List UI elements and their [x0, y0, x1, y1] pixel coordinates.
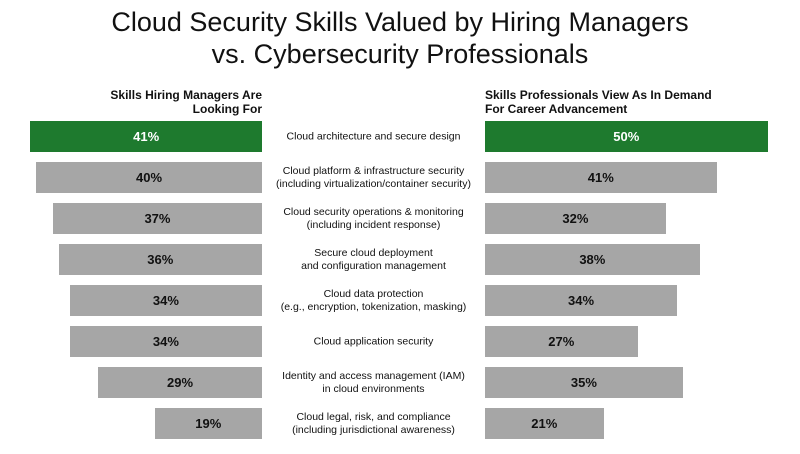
category-label: Cloud platform & infrastructure security…	[276, 164, 471, 190]
data-label: 34%	[152, 334, 179, 349]
data-label: 35%	[570, 375, 597, 390]
category-label: Secure cloud deployment and configuratio…	[301, 246, 446, 272]
bar	[485, 162, 717, 193]
data-label: 29%	[167, 375, 194, 390]
bar	[52, 203, 262, 234]
bar	[485, 367, 683, 398]
data-label: 41%	[587, 170, 614, 185]
bar	[485, 408, 604, 439]
bar	[36, 162, 262, 193]
bar	[58, 244, 262, 275]
bar	[485, 121, 768, 152]
category-label: Cloud security operations & monitoring (…	[283, 205, 464, 231]
chart-title: Cloud Security Skills Valued by Hiring M…	[111, 7, 689, 69]
bar	[98, 367, 262, 398]
data-label: 32%	[562, 211, 589, 226]
category-label: Cloud architecture and secure design	[286, 130, 461, 142]
data-label: 19%	[195, 416, 222, 431]
category-label: Cloud data protection (e.g., encryption,…	[280, 287, 467, 313]
category-label: Cloud application security	[313, 335, 434, 347]
data-label: 27%	[548, 334, 575, 349]
data-label: 37%	[144, 211, 171, 226]
data-label: 36%	[147, 252, 174, 267]
legend-right: Skills Professionals View As In Demand F…	[485, 88, 712, 116]
data-label: 34%	[152, 293, 179, 308]
data-label: 41%	[133, 129, 160, 144]
legend-left: Skills Hiring Managers Are Looking For	[110, 88, 262, 116]
bar	[485, 203, 666, 234]
data-label: 21%	[531, 416, 558, 431]
bar	[30, 121, 262, 152]
data-label: 38%	[579, 252, 606, 267]
bar	[485, 285, 678, 316]
category-label: Cloud legal, risk, and compliance (inclu…	[292, 410, 455, 436]
bar	[69, 326, 262, 357]
bar	[485, 326, 638, 357]
data-label: 40%	[135, 170, 163, 185]
bar	[69, 285, 262, 316]
data-label: 34%	[568, 293, 595, 308]
bar	[485, 244, 700, 275]
bar	[154, 408, 262, 439]
data-label: 50%	[613, 129, 640, 144]
category-label: Identity and access management (IAM) in …	[282, 369, 465, 395]
